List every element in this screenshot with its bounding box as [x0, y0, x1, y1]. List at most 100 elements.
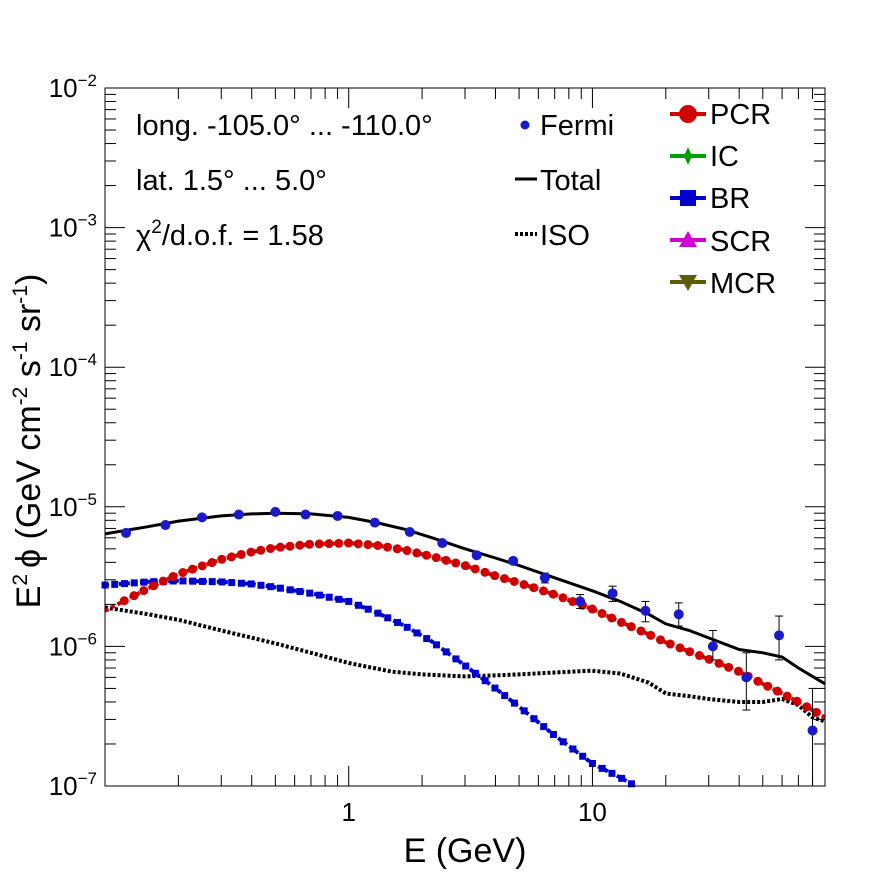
- pcr-marker: [178, 568, 188, 578]
- pcr-marker: [392, 544, 402, 554]
- legend-mcr: MCR: [670, 268, 776, 300]
- pcr-marker: [285, 541, 295, 551]
- pcr-marker: [568, 597, 578, 607]
- pcr-marker: [461, 561, 471, 571]
- pcr-marker: [538, 586, 548, 596]
- br-marker: [384, 614, 392, 622]
- legend-mcr-label: MCR: [710, 268, 776, 300]
- legend-left: Fermi Total ISO: [515, 110, 614, 252]
- br-marker: [471, 669, 479, 677]
- pcr-curve: [104, 540, 827, 720]
- pcr-marker: [324, 539, 334, 549]
- fermi-point: [807, 725, 818, 736]
- fermi-point: [233, 509, 244, 520]
- br-marker: [364, 605, 372, 613]
- br-marker: [510, 699, 518, 707]
- legend-scr-label: SCR: [710, 226, 771, 258]
- legend-ic-marker: [684, 147, 692, 165]
- legend-fermi-marker: [520, 120, 530, 130]
- pcr-marker: [753, 676, 763, 686]
- pcr-marker: [519, 580, 529, 590]
- pcr-marker: [636, 626, 646, 636]
- pcr-marker: [733, 666, 743, 676]
- pcr-marker: [685, 647, 695, 657]
- pcr-marker: [675, 643, 685, 653]
- legend-fermi-label: Fermi: [540, 110, 614, 142]
- br-marker: [111, 580, 119, 588]
- pcr-marker: [441, 555, 451, 565]
- br-marker: [208, 578, 216, 586]
- br-marker: [403, 623, 411, 631]
- fermi-point: [607, 588, 618, 599]
- br-marker: [120, 580, 128, 588]
- x-tick-label: 10: [578, 797, 607, 827]
- br-marker: [247, 580, 255, 588]
- br-marker: [354, 601, 362, 609]
- legend-br-label: BR: [710, 183, 750, 215]
- pcr-marker: [665, 639, 675, 649]
- legend-right: PCR IC BR SCR MCR: [670, 99, 776, 300]
- pcr-marker: [704, 654, 714, 664]
- pcr-marker: [655, 635, 665, 645]
- legend-scr: SCR: [670, 226, 771, 258]
- pcr-marker: [197, 561, 207, 571]
- pcr-marker: [451, 558, 461, 568]
- pcr-marker: [363, 540, 373, 550]
- info-annotations: long. -105.0° ... -110.0° lat. 1.5° ... …: [136, 110, 433, 252]
- legend-total-label: Total: [540, 165, 601, 197]
- latitude-text: lat. 1.5° ... 5.0°: [136, 165, 327, 197]
- pcr-marker: [802, 702, 812, 712]
- pcr-marker: [314, 539, 324, 549]
- fermi-point: [332, 510, 343, 521]
- fermi-point: [369, 517, 380, 528]
- fermi-point: [673, 609, 684, 620]
- br-marker: [627, 780, 635, 788]
- fermi-point: [160, 520, 171, 531]
- y-tick-label: 10−6: [49, 629, 97, 661]
- legend-pcr: PCR: [670, 99, 771, 131]
- br-marker: [315, 591, 323, 599]
- br-marker: [423, 635, 431, 643]
- pcr-marker: [353, 539, 363, 549]
- pcr-marker: [344, 538, 354, 548]
- br-marker: [228, 579, 236, 587]
- br-marker: [218, 578, 226, 586]
- br-marker: [393, 618, 401, 626]
- legend-fermi: Fermi: [520, 110, 614, 142]
- pcr-marker: [129, 591, 139, 601]
- pcr-marker: [334, 538, 344, 548]
- br-marker: [286, 586, 294, 594]
- fermi-point: [404, 526, 415, 537]
- pcr-marker: [412, 548, 422, 558]
- br-marker: [569, 745, 577, 753]
- pcr-marker: [246, 547, 256, 557]
- y-tick-label: 10−3: [49, 211, 97, 243]
- legend-pcr-label: PCR: [710, 99, 771, 131]
- br-marker: [559, 738, 567, 746]
- fermi-point: [471, 550, 482, 561]
- pcr-marker: [811, 707, 821, 717]
- br-marker: [452, 655, 460, 663]
- br-marker: [549, 730, 557, 738]
- br-marker: [296, 587, 304, 595]
- iso-curve: [104, 605, 826, 724]
- fermi-point: [196, 512, 207, 523]
- pcr-marker: [158, 576, 168, 586]
- pcr-marker: [597, 608, 607, 618]
- pcr-marker: [275, 542, 285, 552]
- pcr-marker: [431, 553, 441, 563]
- legend-ic: IC: [670, 141, 739, 173]
- fermi-point: [437, 538, 448, 549]
- pcr-marker: [694, 651, 704, 661]
- pcr-marker: [792, 696, 802, 706]
- br-marker: [491, 684, 499, 692]
- y-tick-labels: 10−7 10−6 10−5 10−4 10−3 10−2: [49, 71, 97, 801]
- y-tick-label: 10−2: [49, 71, 97, 103]
- legend-scr-marker: [679, 231, 697, 247]
- legend-iso: ISO: [515, 220, 590, 252]
- pcr-marker: [772, 686, 782, 696]
- longitude-text: long. -105.0° ... -110.0°: [136, 110, 433, 142]
- br-marker: [540, 723, 548, 731]
- pcr-marker: [149, 581, 159, 591]
- br-marker: [198, 577, 206, 585]
